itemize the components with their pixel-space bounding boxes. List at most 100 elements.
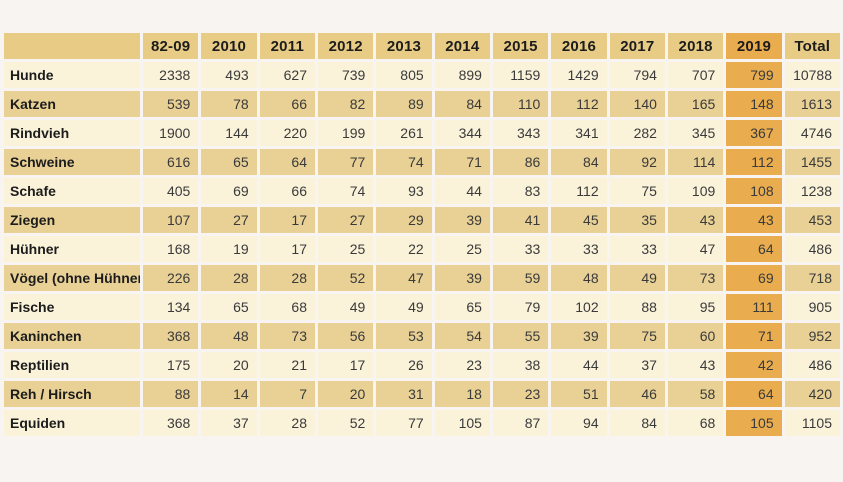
value-cell: 54 [434,323,490,349]
value-cell: 140 [609,91,665,117]
value-cell: 79 [492,294,549,320]
value-cell: 74 [317,178,374,204]
table-row: Equiden 368 37 28 52 77 105 87 94 84 68 105 1105 [4,410,840,436]
value-cell: 1159 [492,62,549,88]
value-cell: 69 [726,265,782,291]
value-cell: 58 [667,381,724,407]
value-cell: 93 [376,178,432,204]
value-cell: 92 [609,149,665,175]
value-cell: 341 [551,120,607,146]
value-cell: 1429 [551,62,607,88]
value-cell: 84 [551,149,607,175]
value-cell: 344 [434,120,490,146]
row-label: Reptilien [4,352,140,378]
value-cell: 22 [376,236,432,262]
value-cell: 73 [667,265,724,291]
value-cell: 88 [609,294,665,320]
value-cell: 18 [434,381,490,407]
value-cell: 37 [201,410,257,436]
value-cell: 2338 [143,62,199,88]
value-cell: 47 [376,265,432,291]
value-cell: 65 [201,294,257,320]
value-cell: 68 [667,410,724,436]
table-body: Hunde 2338 493 627 739 805 899 1159 1429 794 707 79… [4,62,840,436]
value-cell: 420 [784,381,840,407]
value-cell: 199 [317,120,374,146]
row-label: Schafe [4,178,140,204]
value-cell: 83 [492,178,549,204]
value-cell: 60 [667,323,724,349]
value-cell: 41 [492,207,549,233]
row-label: Schweine [4,149,140,175]
value-cell: 261 [376,120,432,146]
value-cell: 71 [726,323,782,349]
value-cell: 220 [259,120,315,146]
value-cell: 33 [551,236,607,262]
row-label: Kaninchen [4,323,140,349]
column-header-2014: 2014 [434,33,490,59]
table-row: Hühner 168 19 17 25 22 25 33 33 33 47 64 486 [4,236,840,262]
value-cell: 55 [492,323,549,349]
table-row: Reptilien 175 20 21 17 26 23 38 44 37 43 42 486 [4,352,840,378]
value-cell: 26 [376,352,432,378]
column-header-2010: 2010 [201,33,257,59]
value-cell: 368 [143,323,199,349]
value-cell: 539 [143,91,199,117]
value-cell: 31 [376,381,432,407]
value-cell: 73 [259,323,315,349]
value-cell: 226 [143,265,199,291]
value-cell: 175 [143,352,199,378]
value-cell: 616 [143,149,199,175]
value-cell: 21 [259,352,315,378]
column-header-2019: 2019 [726,33,782,59]
animal-statistics-table: 82-09 2010 2011 2012 2013 2014 2015 2016 2017 201… [1,30,843,439]
table-row: Schweine 616 65 64 77 74 71 86 84 92 114 112 1455 [4,149,840,175]
value-cell: 165 [667,91,724,117]
value-cell: 20 [317,381,374,407]
value-cell: 107 [143,207,199,233]
value-cell: 65 [434,294,490,320]
value-cell: 168 [143,236,199,262]
table-row: Schafe 405 69 66 74 93 44 83 112 75 109 108 1238 [4,178,840,204]
value-cell: 627 [259,62,315,88]
row-label: Vögel (ohne Hühner) [4,265,140,291]
value-cell: 112 [726,149,782,175]
value-cell: 367 [726,120,782,146]
value-cell: 39 [551,323,607,349]
row-label: Ziegen [4,207,140,233]
value-cell: 69 [201,178,257,204]
value-cell: 42 [726,352,782,378]
value-cell: 71 [434,149,490,175]
row-label: Rindvieh [4,120,140,146]
value-cell: 27 [317,207,374,233]
value-cell: 952 [784,323,840,349]
value-cell: 49 [609,265,665,291]
value-cell: 114 [667,149,724,175]
value-cell: 88 [143,381,199,407]
value-cell: 17 [259,236,315,262]
corner-header-cell [4,33,140,59]
value-cell: 82 [317,91,374,117]
value-cell: 345 [667,120,724,146]
value-cell: 109 [667,178,724,204]
value-cell: 368 [143,410,199,436]
column-header-2011: 2011 [259,33,315,59]
value-cell: 64 [259,149,315,175]
value-cell: 17 [317,352,374,378]
value-cell: 48 [551,265,607,291]
value-cell: 43 [667,207,724,233]
value-cell: 48 [201,323,257,349]
value-cell: 282 [609,120,665,146]
value-cell: 110 [492,91,549,117]
value-cell: 23 [492,381,549,407]
value-cell: 66 [259,178,315,204]
value-cell: 77 [376,410,432,436]
value-cell: 108 [726,178,782,204]
table-row: Katzen 539 78 66 82 89 84 110 112 140 165 148 1613 [4,91,840,117]
value-cell: 17 [259,207,315,233]
value-cell: 4746 [784,120,840,146]
value-cell: 148 [726,91,782,117]
value-cell: 111 [726,294,782,320]
table-row: Kaninchen 368 48 73 56 53 54 55 39 75 60 71 952 [4,323,840,349]
table-row: Ziegen 107 27 17 27 29 39 41 45 35 43 43 453 [4,207,840,233]
